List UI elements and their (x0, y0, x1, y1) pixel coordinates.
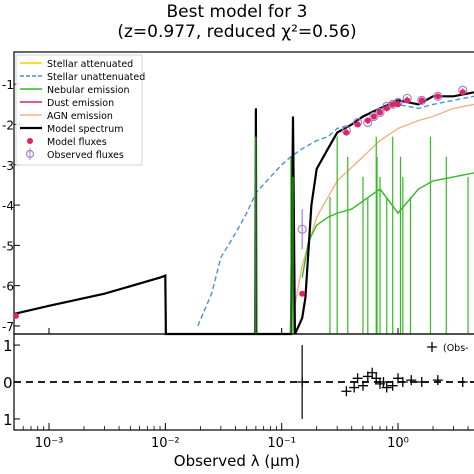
residual-point-9 (378, 377, 389, 387)
lower-axis-ticks: 1 0 1 (3, 337, 20, 429)
residual-point-7 (371, 373, 382, 384)
lower-ytick-label-1: 0 (3, 374, 13, 392)
xtick-label-0: 10⁻³ (35, 436, 64, 451)
legend-label-1: Stellar unattenuated (47, 72, 145, 83)
chart-title-line1: Best model for 3 (166, 2, 308, 22)
model-flux-point-6 (376, 109, 383, 116)
residual-point-4 (357, 380, 368, 391)
upper-ytick-label-3: -4 (2, 199, 14, 213)
series-agn-emission (294, 103, 474, 306)
residual-legend: (Obs- (427, 342, 469, 354)
upper-ytick-label-1: -2 (2, 119, 14, 133)
x-axis-ticks: 10⁻³ 10⁻² 10⁻¹ 10⁰ (13, 328, 469, 451)
model-flux-point-2 (343, 129, 350, 136)
lower-ytick-label-2: 1 (3, 411, 13, 429)
residual-point-14 (406, 375, 417, 386)
legend-marker-6 (27, 138, 33, 144)
residual-point-13 (397, 377, 408, 387)
legend-label-6: Model fluxes (47, 137, 107, 148)
residual-legend-marker (427, 342, 437, 352)
residual-point-11 (387, 380, 398, 391)
upper-ytick-label-2: -3 (2, 159, 14, 173)
model-flux-point-8 (389, 101, 396, 108)
upper-data-layer (12, 85, 474, 336)
legend-label-0: Stellar attenuated (47, 59, 133, 70)
upper-ytick-label-0: -1 (2, 78, 14, 92)
residual-point-15 (416, 377, 427, 387)
model-flux-point-11 (418, 97, 425, 104)
series-stellar-unattenuated (197, 95, 474, 327)
x-axis-label: Observed λ (μm) (173, 452, 301, 470)
legend-label-4: AGN emission (47, 111, 113, 122)
upper-ytick-label-6: -7 (2, 320, 14, 334)
residual-point-6 (367, 367, 378, 378)
residual-point-3 (352, 373, 363, 384)
lower-data-layer (14, 345, 474, 419)
model-flux-point-0 (12, 312, 19, 319)
residual-point-17 (457, 377, 468, 387)
lower-ytick-label-0: 1 (3, 337, 13, 355)
residual-legend-label: (Obs- (443, 343, 469, 354)
observed-flux-point-10 (417, 95, 427, 105)
model-flux-point-1 (299, 290, 306, 297)
legend: Stellar attenuated Stellar unattenuated Ne… (15, 54, 145, 166)
legend-label-7: Observed fluxes (47, 150, 124, 161)
observed-flux-point-5 (375, 107, 385, 118)
observed-flux-point-0 (297, 224, 307, 234)
series-nebular-emission (301, 172, 474, 278)
upper-ytick-label-5: -6 (2, 280, 14, 294)
residual-point-10 (381, 382, 392, 393)
xtick-label-2: 10⁻¹ (267, 436, 296, 451)
legend-label-2: Nebular emission (47, 85, 130, 96)
model-flux-point-3 (354, 121, 361, 128)
legend-label-5: Model spectrum (47, 124, 124, 135)
model-flux-point-5 (370, 113, 377, 120)
model-flux-point-10 (404, 97, 411, 104)
observed-flux-point-11 (433, 91, 443, 101)
residual-point-2 (349, 382, 360, 393)
legend-box (15, 54, 143, 166)
residual-point-0 (297, 377, 308, 387)
model-flux-point-7 (383, 105, 390, 112)
chart-title-line2: (z=0.977, reduced χ²=0.56) (117, 22, 357, 42)
model-flux-point-12 (434, 93, 441, 100)
legend-label-3: Dust emission (47, 98, 114, 109)
model-flux-point-9 (395, 101, 402, 108)
sed-residual-panel: 1 0 1 (Obs- (3, 333, 474, 431)
residual-point-1 (341, 386, 352, 397)
upper-ytick-label-4: -5 (2, 239, 14, 253)
legend-marker-7 (25, 149, 35, 159)
model-flux-point-13 (459, 89, 466, 96)
sed-upper-panel: -1-2-3-4-5-6-7 Stellar attenuatedStellar… (2, 51, 474, 336)
xtick-label-3: 10⁰ (387, 436, 409, 451)
xtick-label-1: 10⁻² (151, 436, 180, 451)
residual-point-16 (432, 375, 443, 386)
model-flux-point-4 (364, 117, 371, 124)
